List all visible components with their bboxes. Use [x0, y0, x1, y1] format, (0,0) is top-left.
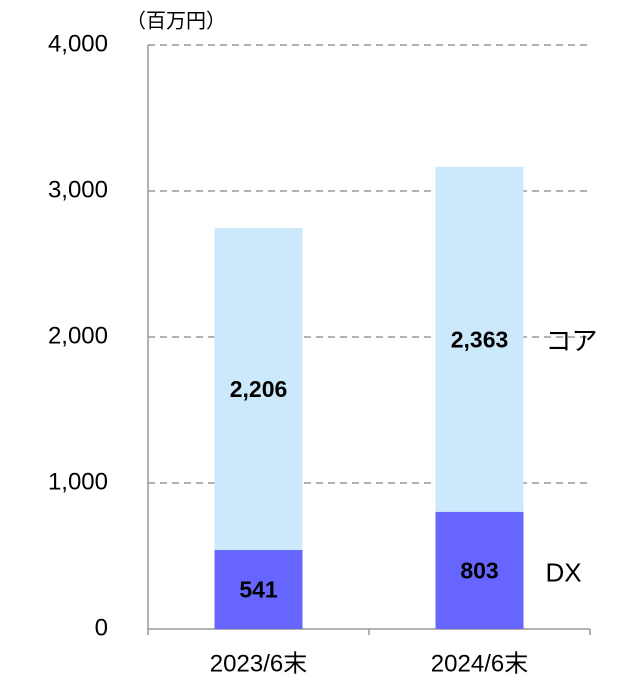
x-tick-label: 2023/6末 [210, 650, 307, 677]
bar-segment [435, 511, 524, 629]
bar-segment [214, 550, 303, 629]
unit-label: （百万円） [126, 9, 226, 32]
x-tick-label: 2024/6末 [431, 650, 528, 677]
y-tick-label: 3,000 [48, 176, 108, 203]
y-tick-label: 2,000 [48, 322, 108, 349]
y-tick-label: 0 [95, 614, 108, 641]
bar-segment [435, 166, 524, 512]
data-label: 2,363 [451, 326, 509, 352]
y-tick-label: 1,000 [48, 468, 108, 495]
series-label: DX [546, 557, 582, 587]
series-label: コア [546, 326, 598, 356]
data-label: 803 [460, 557, 498, 583]
data-label: 2,206 [230, 376, 288, 402]
y-tick-label: 4,000 [48, 30, 108, 57]
bar-segment [214, 227, 303, 551]
data-label: 541 [239, 577, 278, 603]
